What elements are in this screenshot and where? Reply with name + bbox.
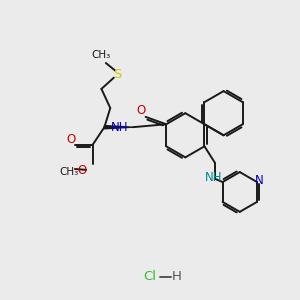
Polygon shape — [104, 126, 133, 129]
Text: O: O — [66, 133, 75, 146]
Text: CH₃: CH₃ — [59, 167, 79, 177]
Text: S: S — [113, 68, 122, 81]
Text: H: H — [172, 270, 182, 283]
Text: CH₃: CH₃ — [92, 50, 111, 60]
Text: NH: NH — [111, 121, 129, 134]
Text: Cl: Cl — [143, 270, 157, 283]
Text: N: N — [255, 174, 264, 187]
Text: O: O — [78, 164, 87, 177]
Text: O: O — [136, 104, 146, 117]
Text: NH: NH — [205, 171, 222, 184]
